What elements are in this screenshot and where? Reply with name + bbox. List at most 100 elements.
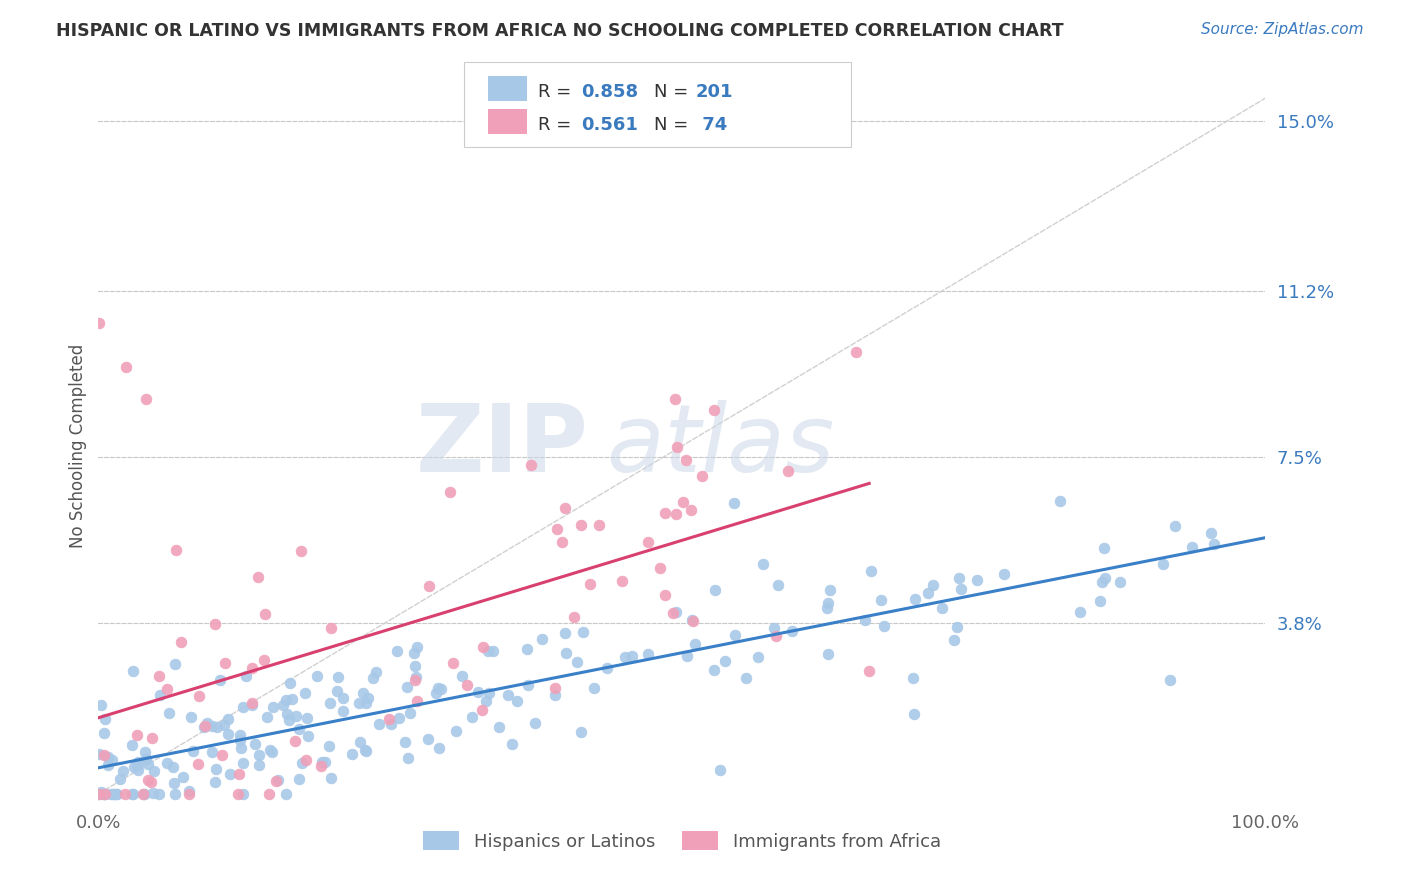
Hispanics or Latinos xyxy=(94,787,117,801)
Hispanics or Latinos xyxy=(1109,574,1132,589)
Hispanics or Latinos xyxy=(217,712,239,726)
Hispanics or Latinos xyxy=(676,648,699,663)
Hispanics or Latinos xyxy=(163,787,186,801)
Hispanics or Latinos xyxy=(121,738,143,752)
Hispanics or Latinos xyxy=(100,787,122,801)
Immigrants from Africa xyxy=(228,766,250,780)
Hispanics or Latinos xyxy=(142,786,165,800)
Hispanics or Latinos xyxy=(496,688,519,702)
Hispanics or Latinos xyxy=(103,787,125,801)
Hispanics or Latinos xyxy=(1069,605,1091,619)
Hispanics or Latinos xyxy=(993,567,1015,582)
Hispanics or Latinos xyxy=(232,787,254,801)
Immigrants from Africa xyxy=(311,759,333,773)
Hispanics or Latinos xyxy=(156,756,179,771)
Text: R =: R = xyxy=(538,116,578,134)
Hispanics or Latinos xyxy=(735,671,758,685)
Hispanics or Latinos xyxy=(817,648,839,662)
Hispanics or Latinos xyxy=(247,758,270,772)
Immigrants from Africa xyxy=(204,617,226,632)
Hispanics or Latinos xyxy=(112,764,135,778)
Hispanics or Latinos xyxy=(398,706,420,721)
Hispanics or Latinos xyxy=(201,746,224,760)
Hispanics or Latinos xyxy=(349,696,371,710)
Immigrants from Africa xyxy=(544,681,567,695)
Hispanics or Latinos xyxy=(127,763,149,777)
Hispanics or Latinos xyxy=(349,735,371,749)
Hispanics or Latinos xyxy=(595,661,617,675)
Hispanics or Latinos xyxy=(368,716,391,731)
Hispanics or Latinos xyxy=(276,706,298,721)
Hispanics or Latinos xyxy=(860,564,883,578)
Hispanics or Latinos xyxy=(294,686,316,700)
Hispanics or Latinos xyxy=(311,755,333,769)
Immigrants from Africa xyxy=(690,469,713,483)
Hispanics or Latinos xyxy=(149,689,172,703)
Immigrants from Africa xyxy=(456,678,478,692)
Hispanics or Latinos xyxy=(461,710,484,724)
Hispanics or Latinos xyxy=(1159,673,1181,687)
Hispanics or Latinos xyxy=(966,573,988,587)
Hispanics or Latinos xyxy=(274,787,297,801)
Hispanics or Latinos xyxy=(127,756,149,770)
Immigrants from Africa xyxy=(295,753,318,767)
Hispanics or Latinos xyxy=(1049,494,1071,508)
Hispanics or Latinos xyxy=(163,776,186,790)
Hispanics or Latinos xyxy=(818,582,841,597)
Immigrants from Africa xyxy=(406,694,429,708)
Hispanics or Latinos xyxy=(148,787,170,801)
Hispanics or Latinos xyxy=(506,694,529,708)
Hispanics or Latinos xyxy=(751,557,773,571)
Hispanics or Latinos xyxy=(703,663,725,677)
Immigrants from Africa xyxy=(94,787,117,801)
Hispanics or Latinos xyxy=(285,708,308,723)
Hispanics or Latinos xyxy=(287,723,309,737)
Hispanics or Latinos xyxy=(108,772,131,786)
Text: atlas: atlas xyxy=(606,401,834,491)
Hispanics or Latinos xyxy=(235,669,257,683)
Hispanics or Latinos xyxy=(100,753,122,767)
Hispanics or Latinos xyxy=(122,760,145,774)
Hispanics or Latinos xyxy=(945,620,967,634)
Hispanics or Latinos xyxy=(425,686,447,700)
Hispanics or Latinos xyxy=(356,691,378,706)
Hispanics or Latinos xyxy=(205,721,228,735)
Hispanics or Latinos xyxy=(1164,518,1187,533)
Immigrants from Africa xyxy=(170,635,193,649)
Hispanics or Latinos xyxy=(87,787,110,801)
Immigrants from Africa xyxy=(114,787,136,801)
Immigrants from Africa xyxy=(562,609,585,624)
Hispanics or Latinos xyxy=(396,680,419,694)
Immigrants from Africa xyxy=(637,535,659,549)
Hispanics or Latinos xyxy=(1152,557,1174,571)
Text: R =: R = xyxy=(538,83,578,101)
Y-axis label: No Schooling Completed: No Schooling Completed xyxy=(69,344,87,548)
Hispanics or Latinos xyxy=(326,684,349,698)
Hispanics or Latinos xyxy=(554,646,576,660)
Hispanics or Latinos xyxy=(177,784,200,798)
Hispanics or Latinos xyxy=(121,787,143,801)
Immigrants from Africa xyxy=(439,485,461,500)
Hispanics or Latinos xyxy=(157,706,180,721)
Immigrants from Africa xyxy=(520,458,543,472)
Immigrants from Africa xyxy=(246,570,269,584)
Hispanics or Latinos xyxy=(709,763,731,777)
Immigrants from Africa xyxy=(89,787,111,801)
Hispanics or Latinos xyxy=(683,637,706,651)
Hispanics or Latinos xyxy=(853,614,876,628)
Hispanics or Latinos xyxy=(354,743,377,757)
Hispanics or Latinos xyxy=(530,632,553,647)
Immigrants from Africa xyxy=(578,576,600,591)
Hispanics or Latinos xyxy=(747,649,769,664)
Hispanics or Latinos xyxy=(478,686,501,700)
Immigrants from Africa xyxy=(654,506,676,520)
Hispanics or Latinos xyxy=(396,750,419,764)
Immigrants from Africa xyxy=(194,719,217,733)
Hispanics or Latinos xyxy=(817,596,839,610)
Hispanics or Latinos xyxy=(122,664,145,678)
Immigrants from Africa xyxy=(672,494,695,508)
Hispanics or Latinos xyxy=(665,605,688,619)
Hispanics or Latinos xyxy=(352,686,374,700)
Hispanics or Latinos xyxy=(93,726,115,740)
Hispanics or Latinos xyxy=(1090,594,1112,608)
